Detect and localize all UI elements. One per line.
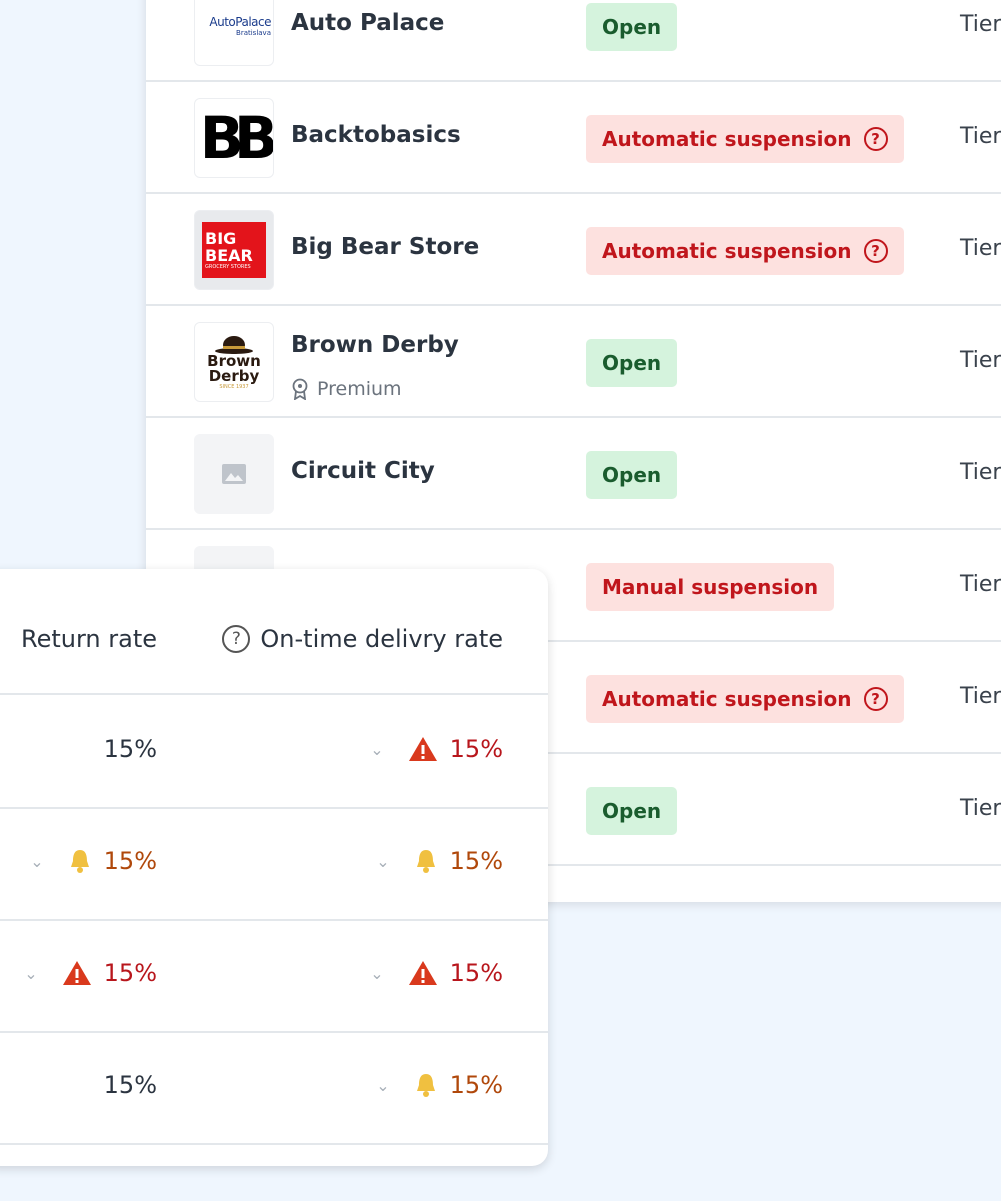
tier: Tier: [960, 796, 1001, 821]
table-row[interactable]: Brown Derby SINCE 1937 Brown Derby Premi…: [146, 306, 1001, 418]
bell-icon: [416, 1074, 435, 1097]
table-row[interactable]: 15% ⌄ 15%: [0, 697, 548, 809]
rate-value: 15%: [449, 1071, 503, 1099]
help-icon[interactable]: ?: [863, 239, 888, 263]
status-badge: Open: [586, 3, 678, 51]
warning-icon: [408, 961, 437, 985]
ontime-rate-cell: ⌄ 15%: [376, 847, 503, 875]
chevron-down-icon[interactable]: ⌄: [370, 963, 384, 983]
table-row[interactable]: ⌄ 15% ⌄ 15%: [0, 809, 548, 921]
ontime-rate-cell: ⌄ 15%: [376, 1071, 503, 1099]
chevron-down-icon[interactable]: ⌄: [370, 739, 384, 759]
status-badge: Automatic suspension?: [586, 115, 904, 163]
store-name[interactable]: Backtobasics: [291, 122, 461, 148]
tier: Tier: [960, 684, 1001, 709]
tier: Tier: [960, 12, 1001, 37]
tier: Tier: [960, 124, 1001, 149]
help-icon[interactable]: ?: [222, 625, 251, 653]
return-rate-cell: ⌄ 15%: [24, 959, 157, 987]
table-header: Return rate ? On-time delivry rate: [0, 569, 548, 695]
rate-value: 15%: [449, 847, 503, 875]
header-return-rate[interactable]: Return rate: [20, 625, 157, 653]
status-badge: Manual suspension: [586, 563, 835, 611]
return-rate-cell: 15%: [104, 735, 157, 763]
tier: Tier: [960, 236, 1001, 261]
warning-icon: [408, 737, 437, 761]
return-rate-cell: 15%: [104, 1071, 157, 1099]
ontime-rate-cell: ⌄ 15%: [370, 959, 503, 987]
store-logo: BB: [194, 98, 274, 178]
help-icon[interactable]: ?: [863, 687, 888, 711]
help-icon[interactable]: ?: [863, 127, 888, 151]
warning-icon: [62, 961, 91, 985]
store-logo: Brown Derby SINCE 1937: [194, 322, 274, 402]
table-row[interactable]: Automatic suspension? Tier: [146, 642, 1001, 754]
table-row[interactable]: ⌄ 15% ⌄ 15%: [0, 921, 548, 1033]
rate-value: 15%: [103, 959, 157, 987]
header-ontime-delivery-rate[interactable]: ? On-time delivry rate: [222, 625, 503, 653]
status-badge: Open: [586, 787, 678, 835]
store-logo: BIG BEAR GROCERY STORES: [194, 210, 274, 290]
hat-icon: [215, 336, 253, 354]
chevron-down-icon[interactable]: ⌄: [376, 851, 390, 871]
chevron-down-icon[interactable]: ⌄: [24, 963, 38, 983]
ontime-rate-cell: ⌄ 15%: [370, 735, 503, 763]
chevron-down-icon[interactable]: ⌄: [30, 851, 44, 871]
rate-value: 15%: [449, 959, 503, 987]
store-name[interactable]: Auto Palace: [291, 10, 445, 36]
rate-value: 15%: [103, 1071, 157, 1099]
status-badge: Open: [586, 339, 678, 387]
bell-icon: [416, 850, 435, 873]
store-name[interactable]: Circuit City: [291, 458, 435, 484]
status-badge: Open: [586, 451, 678, 499]
bell-icon: [70, 850, 89, 873]
award-icon: [292, 378, 308, 400]
chevron-down-icon[interactable]: ⌄: [376, 1075, 390, 1095]
store-name[interactable]: Brown Derby: [291, 332, 459, 358]
tier: Tier: [960, 348, 1001, 373]
image-placeholder-icon: [194, 434, 274, 514]
status-badge: Automatic suspension?: [586, 227, 904, 275]
tier: Tier: [960, 572, 1001, 597]
rate-value: 15%: [103, 735, 157, 763]
metrics-table: Return rate ? On-time delivry rate 15% ⌄ 1…: [0, 569, 548, 1166]
table-row[interactable]: BB Backtobasics Automatic suspension? Ti…: [146, 82, 1001, 194]
table-row[interactable]: AutoPalace Bratislava Auto Palace Open T…: [146, 0, 1001, 82]
table-row[interactable]: Open Tier: [146, 754, 1001, 866]
store-name[interactable]: Big Bear Store: [291, 234, 480, 260]
return-rate-cell: ⌄ 15%: [30, 847, 157, 875]
table-row[interactable]: BIG BEAR GROCERY STORES Big Bear Store A…: [146, 194, 1001, 306]
table-row[interactable]: 15% ⌄ 15%: [0, 1033, 548, 1145]
rate-value: 15%: [449, 735, 503, 763]
table-row[interactable]: Circuit City Open Tier: [146, 418, 1001, 530]
rate-value: 15%: [103, 847, 157, 875]
store-logo: AutoPalace Bratislava: [194, 0, 274, 66]
status-badge: Automatic suspension?: [586, 675, 904, 723]
tier: Tier: [960, 460, 1001, 485]
premium-label: Premium: [291, 378, 402, 400]
